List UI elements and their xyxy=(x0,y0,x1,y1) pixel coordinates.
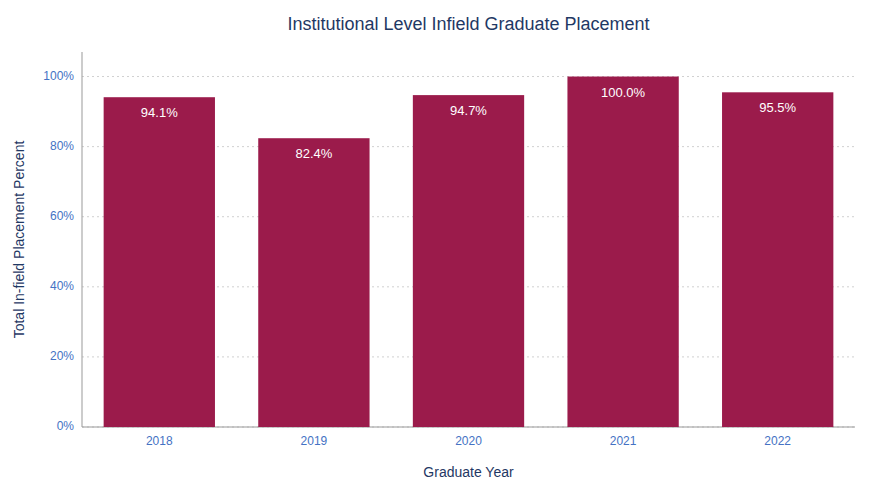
grid-line xyxy=(82,76,855,77)
y-tick-label: 100% xyxy=(43,69,74,83)
bars xyxy=(104,77,834,427)
data-label: 100.0% xyxy=(601,85,646,100)
bar xyxy=(413,95,524,427)
data-label: 82.4% xyxy=(295,146,332,161)
y-tick-label: 40% xyxy=(50,279,74,293)
data-label: 94.1% xyxy=(141,105,178,120)
x-tick-label: 2018 xyxy=(146,434,173,448)
y-axis-label: Total In-field Placement Percent xyxy=(11,141,27,339)
x-axis-label: Graduate Year xyxy=(423,464,514,480)
title: Institutional Level Infield Graduate Pla… xyxy=(287,14,649,34)
data-label: 95.5% xyxy=(759,100,796,115)
x-tick-label: 2021 xyxy=(610,434,637,448)
y-tick-label: 60% xyxy=(50,209,74,223)
grid xyxy=(82,77,855,427)
bar xyxy=(722,92,833,427)
bar xyxy=(567,77,678,427)
x-ticks: 2018 2019 2020 2021 2022 xyxy=(146,434,791,448)
bar xyxy=(104,97,215,427)
chart-container: 0%20%40%60%80%100%94.1%82.4%94.7%100.0%9… xyxy=(0,0,875,491)
x-tick-label: 2022 xyxy=(764,434,791,448)
y-ticks: 0% 20% 40% 60% 80% 100% xyxy=(43,69,74,433)
x-tick-label: 2020 xyxy=(455,434,482,448)
x-tick-label: 2019 xyxy=(301,434,328,448)
bar xyxy=(258,138,369,427)
y-tick-label: 80% xyxy=(50,139,74,153)
y-tick-label: 0% xyxy=(57,419,75,433)
y-tick-label: 20% xyxy=(50,349,74,363)
y-axis-line xyxy=(82,52,83,427)
chart: 0%20%40%60%80%100%94.1%82.4%94.7%100.0%9… xyxy=(0,0,875,491)
data-labels: 94.1% 82.4% 94.7% 100.0% 95.5% xyxy=(141,85,797,162)
data-label: 94.7% xyxy=(450,103,487,118)
